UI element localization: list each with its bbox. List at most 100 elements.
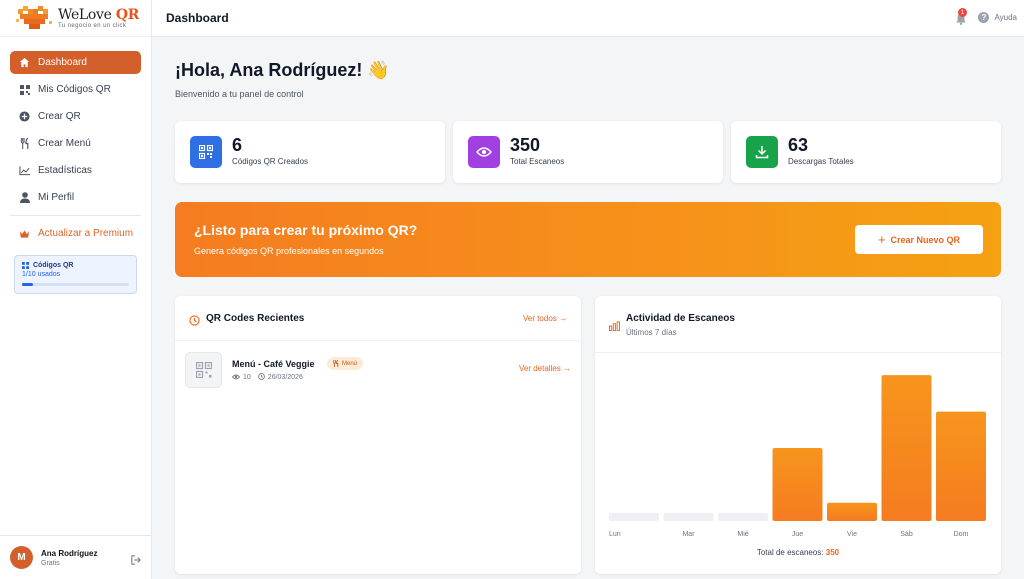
help-label: Ayuda [994,13,1017,22]
utensils-icon [333,360,339,367]
qr-quota-card: Códigos QR 1/10 usados [14,255,137,294]
chart-bar [881,375,932,521]
sidebar-item-label: Estadísticas [38,165,92,176]
qr-grid-icon [19,84,30,95]
chart-line-icon [19,165,30,176]
total-scans-text: Total de escaneos: 350 [595,548,1001,557]
sidebar-item-label: Mis Códigos QR [38,84,111,95]
chart-x-tick-label: Jue [792,531,803,538]
qr-item-date: 26/03/2026 [267,374,303,381]
chart-x-tick-label: Mié [737,531,748,538]
sidebar: WeLove QR Tu negocio en un click Dashboa… [0,0,152,579]
crown-icon [19,228,30,239]
total-value: 350 [825,548,840,557]
premium-label: Actualizar a Premium [38,228,134,239]
qr-item-name: Menú - Café Veggie [232,359,315,369]
chart-x-tick-label: Vie [847,531,857,538]
home-icon [19,57,30,68]
banner-subtitle: Genera códigos QR profesionales en segun… [194,246,384,256]
brand-title: WeLove [58,6,116,23]
stat-value: 350 [510,135,541,155]
stat-card-total-downloads: 63 Descargas Totales [731,121,1001,183]
sidebar-item-my-profile[interactable]: Mi Perfil [10,186,141,209]
user-profile-footer: M Ana Rodríguez Gratis [0,535,151,579]
eye-icon [231,374,241,382]
qr-icon [190,136,222,168]
sidebar-item-statistics[interactable]: Estadísticas [10,159,141,182]
user-name: Ana Rodríguez [41,548,98,558]
chart-x-tick-label: Sáb [900,531,913,538]
stat-card-qr-created: 6 Códigos QR Creados [175,121,445,183]
chart-x-tick-label: Mar [682,531,695,538]
brand-tagline: Tu negocio en un click [58,22,127,29]
chart-bar [718,513,768,521]
create-qr-banner: ¿Listo para crear tu próximo QR? Genera … [175,202,1001,277]
chart-bar [663,513,714,521]
logout-icon[interactable] [131,552,141,570]
sidebar-item-create-qr[interactable]: Crear QR [10,105,141,128]
scan-activity-panel: Actividad de Escaneos Últimos 7 días Lun… [595,296,1001,574]
bar-chart-icon [609,318,620,336]
banner-title: ¿Listo para crear tu próximo QR? [194,222,418,238]
top-header: Dashboard 1 ? Ayuda [152,0,1024,37]
brand-title-accent: QR [115,6,140,23]
sidebar-item-create-menu[interactable]: Crear Menú [10,132,141,155]
stat-label: Descargas Totales [788,157,854,166]
qr-grid-icon [22,262,29,269]
qr-icon [195,362,212,378]
greeting-title: ¡Hola, Ana Rodríguez! 👋 [175,60,390,80]
qr-type-badge: Menú [327,357,364,370]
total-label: Total de escaneos: [756,548,826,557]
stat-label: Códigos QR Creados [232,157,309,166]
quota-usage-text: 1/10 usados [22,271,61,278]
scan-activity-chart: Lun Mar Mié Jue Vie Sáb Dom [609,375,986,538]
stat-label: Total Escaneos [510,157,565,166]
sidebar-item-dashboard[interactable]: Dashboard [10,51,141,74]
avatar[interactable]: M [10,546,33,569]
panel-header: QR Codes Recientes Ver todos → [175,296,581,341]
quota-title: Códigos QR [33,262,74,269]
qr-item-views: 10 [243,374,251,381]
chart-x-tick-label: Lun [609,531,621,538]
recent-qr-title: QR Codes Recientes [206,313,305,324]
stat-card-total-scans: 350 Total Escaneos [453,121,723,183]
help-button[interactable]: ? Ayuda [978,12,1017,23]
page-title: Dashboard [166,11,229,25]
sidebar-item-label: Mi Perfil [38,192,75,203]
qr-thumbnail [185,352,222,388]
nav-divider [10,215,141,216]
sidebar-item-label: Crear Menú [38,138,91,149]
user-plan: Gratis [41,559,60,567]
clock-icon [257,373,265,382]
view-all-link[interactable]: Ver todos → [522,314,567,323]
utensils-icon [19,138,30,149]
button-label: Crear Nuevo QR [890,234,961,245]
plus-icon: + [877,232,886,247]
brand-logo[interactable]: WeLove QR Tu negocio en un click [0,0,151,37]
view-details-link[interactable]: Ver detalles → [518,364,571,373]
eye-icon [468,136,500,168]
chart-x-tick-label: Dom [954,531,969,538]
help-icon: ? [978,12,990,23]
sidebar-nav: Dashboard Mis Códigos QR Crear QR Crear … [0,37,151,245]
upgrade-premium-link[interactable]: Actualizar a Premium [10,222,141,245]
panel-header: Actividad de Escaneos Últimos 7 días [595,296,1001,353]
recent-qr-panel: QR Codes Recientes Ver todos → Menú - Ca… [175,296,581,574]
activity-title: Actividad de Escaneos [626,313,735,324]
plus-circle-icon [19,111,30,122]
stat-value: 6 [232,135,243,155]
badge-label: Menú [342,360,358,367]
list-item[interactable]: Menú - Café Veggie Menú 10 26/03/2026 Ve… [185,352,571,388]
greeting-subtitle: Bienvenido a tu panel de control [175,89,304,99]
sidebar-item-my-qr-codes[interactable]: Mis Códigos QR [10,78,141,101]
sidebar-item-label: Crear QR [38,111,81,122]
chart-bar [609,513,659,521]
create-new-qr-button[interactable]: + Crear Nuevo QR [855,225,983,254]
download-icon [746,136,778,168]
qr-item-meta: 10 26/03/2026 [231,373,303,382]
notification-badge: 1 [958,8,967,17]
heart-pixel-logo-icon [16,6,52,29]
quota-progress-bar [22,283,129,286]
chart-bar [772,448,823,521]
clock-icon [189,313,200,331]
